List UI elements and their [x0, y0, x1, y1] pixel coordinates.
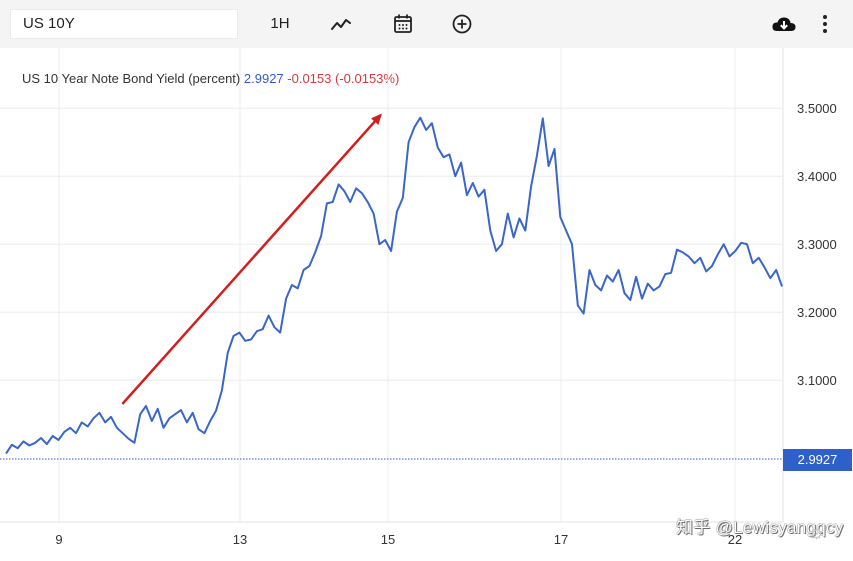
line-chart-icon — [331, 19, 351, 30]
last-value: 2.9927 — [243, 71, 284, 86]
more-menu-button[interactable] — [815, 9, 835, 39]
series-name: US 10 Year Note Bond Yield (percent) — [22, 71, 241, 86]
y-tick-label: 3.3000 — [797, 237, 837, 252]
trend-arrow — [121, 113, 382, 405]
x-tick-label: 13 — [233, 532, 247, 547]
change-value: -0.0153 (-0.0153%) — [287, 71, 400, 86]
series-line — [5, 116, 783, 455]
x-tick-label: 17 — [554, 532, 568, 547]
time-axis: 9 13 15 17 22 — [55, 532, 742, 547]
calendar-icon — [394, 14, 412, 33]
cloud-download-icon — [772, 17, 796, 31]
x-tick-label: 9 — [55, 532, 62, 547]
date-range-button[interactable] — [390, 9, 416, 39]
price-axis: 3.5000 3.4000 3.3000 3.2000 3.1000 — [797, 101, 837, 388]
interval-button[interactable]: 1H — [270, 15, 290, 32]
last-price-tag: 2.9927 — [783, 449, 852, 471]
symbol-search-input[interactable]: US 10Y — [10, 9, 238, 39]
y-tick-label: 3.5000 — [797, 101, 837, 116]
more-vertical-icon — [823, 15, 827, 33]
grid-lines — [0, 48, 783, 522]
compare-button[interactable] — [449, 9, 475, 39]
x-tick-label: 22 — [728, 532, 742, 547]
y-tick-label: 3.1000 — [797, 373, 837, 388]
y-tick-label: 3.4000 — [797, 169, 837, 184]
download-button[interactable] — [770, 9, 798, 39]
chart-toolbar: US 10Y 1H — [0, 0, 853, 48]
x-tick-label: 15 — [381, 532, 395, 547]
chart-legend: US 10 Year Note Bond Yield (percent) 2.9… — [22, 71, 399, 86]
chart-type-button[interactable] — [327, 9, 355, 39]
y-tick-label: 3.2000 — [797, 305, 837, 320]
add-circle-icon — [452, 14, 472, 34]
watermark: 知乎 @Lewisyangqcy — [676, 518, 844, 537]
gear-icon[interactable]: ⚙ — [810, 526, 824, 543]
